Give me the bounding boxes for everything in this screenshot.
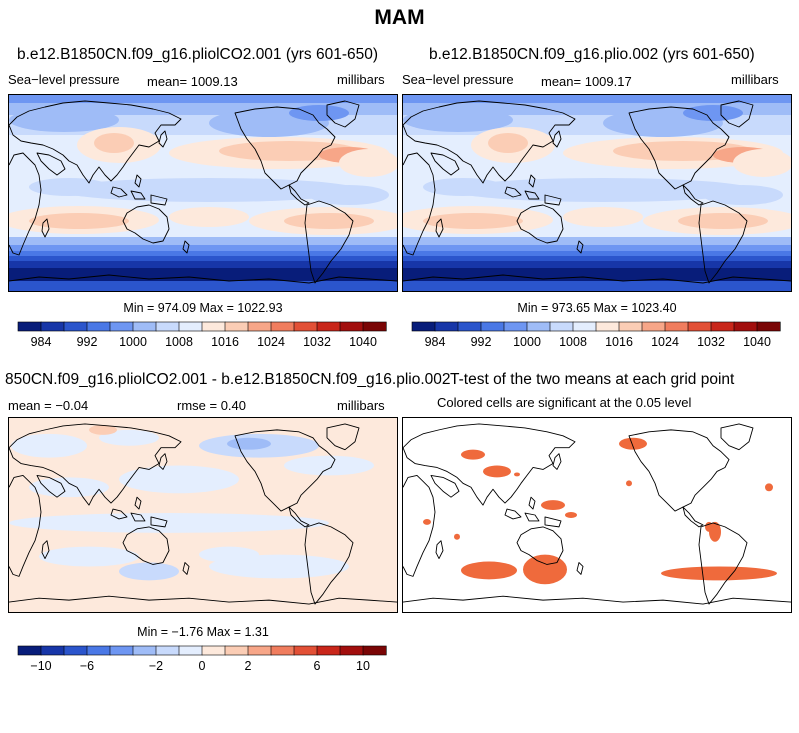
colorbar-box	[132, 321, 157, 332]
colorbar-tick-label: 1016	[211, 335, 239, 349]
colorbar-box	[17, 321, 42, 332]
colorbar-box	[178, 321, 203, 332]
colorbar-box	[641, 321, 666, 332]
colorbar-box	[86, 645, 111, 656]
panel1-units: millibars	[337, 72, 385, 87]
colorbar-box	[270, 321, 295, 332]
colorbar-box	[247, 645, 272, 656]
panel3-map	[8, 417, 398, 613]
colorbar-tick-label: 0	[199, 659, 206, 673]
colorbar-box	[434, 321, 459, 332]
colorbar-box	[733, 321, 758, 332]
panel1-min-max: Min = 974.09 Max = 1022.93	[123, 301, 283, 315]
colorbar-box	[457, 321, 482, 332]
panel2-mean: mean= 1009.17	[541, 74, 632, 89]
colorbar-tick-label: 992	[77, 335, 98, 349]
panel3-colorbar: −10 −6 −2 0 2 6 10	[17, 645, 387, 678]
panel2-colorbar: 984 992 1000 1008 1016 1024 1032 1040	[411, 321, 781, 354]
colorbar-box	[224, 321, 249, 332]
colorbar-box	[339, 321, 364, 332]
colorbar-tick-label: 1000	[119, 335, 147, 349]
colorbar-tick-label: 10	[356, 659, 370, 673]
colorbar-box	[316, 321, 341, 332]
panel2-case-title: b.e12.B1850CN.f09_g16.plio.002 (yrs 601-…	[429, 46, 755, 63]
panel4-title: T-test of the two means at each grid poi…	[450, 371, 735, 388]
colorbar-box	[710, 321, 735, 332]
colorbar-box	[132, 645, 157, 656]
colorbar-box	[109, 645, 134, 656]
colorbar-box	[247, 321, 272, 332]
colorbar-box	[618, 321, 643, 332]
colorbar-box	[40, 645, 65, 656]
colorbar-tick-label: 1040	[743, 335, 771, 349]
colorbar-box	[178, 645, 203, 656]
panel2-variable: Sea−level pressure	[402, 72, 514, 87]
colorbar-box	[362, 321, 387, 332]
panel2-units: millibars	[731, 72, 779, 87]
colorbar-box	[687, 321, 712, 332]
colorbar-box	[756, 321, 781, 332]
colorbar-box	[155, 321, 180, 332]
colorbar-box	[201, 321, 226, 332]
colorbar-box	[201, 645, 226, 656]
panel3-units: millibars	[337, 398, 385, 413]
figure-title: MAM	[374, 6, 425, 29]
panel1-colorbar: 984 992 1000 1008 1016 1024 1032 1040	[17, 321, 387, 354]
colorbar-tick-label: 984	[31, 335, 52, 349]
panel1-variable: Sea−level pressure	[8, 72, 120, 87]
colorbar-box	[109, 321, 134, 332]
colorbar-box	[339, 645, 364, 656]
colorbar-tick-label: 1032	[697, 335, 725, 349]
colorbar-tick-label: 1008	[559, 335, 587, 349]
colorbar-box	[293, 321, 318, 332]
colorbar-box	[572, 321, 597, 332]
panel1-map	[8, 94, 398, 292]
colorbar-box	[17, 645, 42, 656]
panel2-min-max: Min = 973.65 Max = 1023.40	[517, 301, 677, 315]
colorbar-tick-label: 1016	[605, 335, 633, 349]
colorbar-box	[362, 645, 387, 656]
colorbar-box	[293, 645, 318, 656]
panel2-map	[402, 94, 792, 292]
colorbar-box	[526, 321, 551, 332]
colorbar-tick-label: 6	[314, 659, 321, 673]
colorbar-box	[411, 321, 436, 332]
colorbar-tick-label: 992	[471, 335, 492, 349]
panel1-case-title: b.e12.B1850CN.f09_g16.pliolCO2.001 (yrs …	[17, 46, 379, 63]
colorbar-box	[664, 321, 689, 332]
panel3-rmse: rmse = 0.40	[177, 398, 247, 413]
colorbar-tick-label: −2	[149, 659, 163, 673]
colorbar-tick-label: 2	[245, 659, 252, 673]
colorbar-box	[270, 645, 295, 656]
colorbar-tick-label: 1000	[513, 335, 541, 349]
panel3-case-title: 850CN.f09_g16.pliolCO2.001 - b.e12.B1850…	[5, 371, 451, 388]
colorbar-box	[155, 645, 180, 656]
colorbar-box	[86, 321, 111, 332]
colorbar-box	[549, 321, 574, 332]
colorbar-box	[63, 321, 88, 332]
colorbar-box	[316, 645, 341, 656]
colorbar-tick-label: −10	[30, 659, 51, 673]
colorbar-tick-label: 1024	[651, 335, 679, 349]
panel1-mean: mean= 1009.13	[147, 74, 238, 89]
panel4-map	[402, 417, 792, 613]
colorbar-box	[480, 321, 505, 332]
colorbar-box	[224, 645, 249, 656]
panel3-min-max: Min = −1.76 Max = 1.31	[137, 625, 269, 639]
colorbar-box	[503, 321, 528, 332]
colorbar-box	[63, 645, 88, 656]
panel3-mean: mean = −0.04	[8, 398, 89, 413]
colorbar-tick-label: 1024	[257, 335, 285, 349]
colorbar-tick-label: 1040	[349, 335, 377, 349]
colorbar-tick-label: 1032	[303, 335, 331, 349]
colorbar-box	[595, 321, 620, 332]
panel4-subtitle: Colored cells are significant at the 0.0…	[437, 395, 692, 410]
colorbar-tick-label: −6	[80, 659, 94, 673]
colorbar-tick-label: 1008	[165, 335, 193, 349]
colorbar-box	[40, 321, 65, 332]
colorbar-tick-label: 984	[425, 335, 446, 349]
